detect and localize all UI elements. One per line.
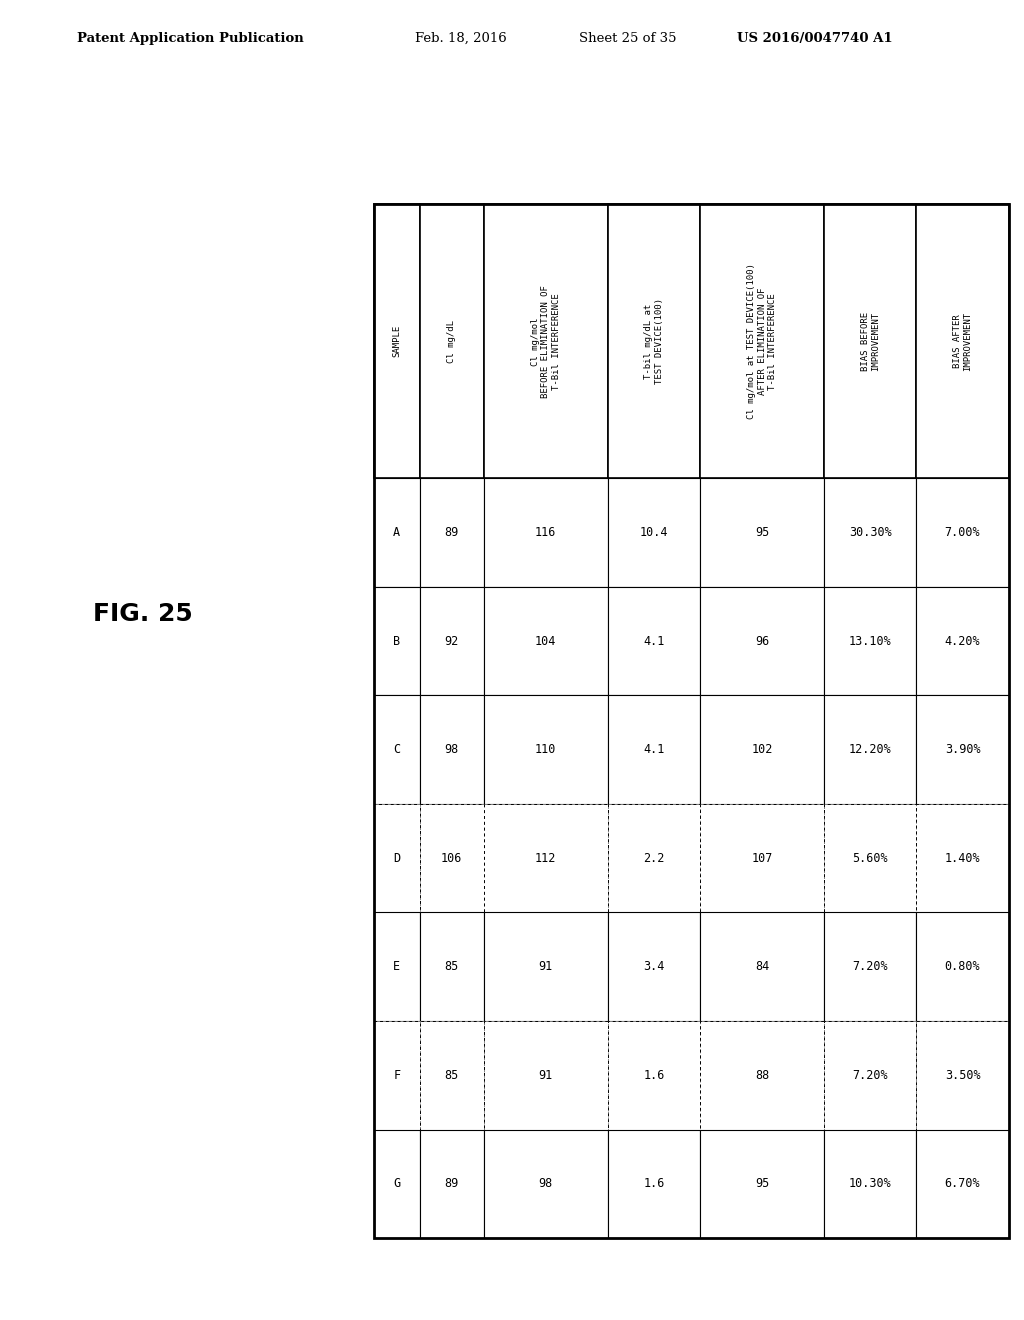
Bar — [700, 205, 824, 478]
Bar — [374, 1130, 420, 1238]
Text: 106: 106 — [441, 851, 463, 865]
Text: 95: 95 — [755, 1177, 769, 1191]
Text: 1.6: 1.6 — [643, 1069, 665, 1082]
Text: 98: 98 — [444, 743, 459, 756]
Text: 110: 110 — [536, 743, 556, 756]
Bar — [824, 696, 916, 804]
Bar — [483, 587, 608, 696]
Text: G: G — [393, 1177, 400, 1191]
Text: 5.60%: 5.60% — [853, 851, 888, 865]
Bar — [700, 696, 824, 804]
Text: F: F — [393, 1069, 400, 1082]
Text: 89: 89 — [444, 527, 459, 539]
Text: 12.20%: 12.20% — [849, 743, 892, 756]
Text: 2.2: 2.2 — [643, 851, 665, 865]
Bar — [700, 804, 824, 912]
Text: 116: 116 — [536, 527, 556, 539]
Bar — [916, 912, 1009, 1020]
Bar — [700, 1020, 824, 1130]
Bar — [608, 912, 700, 1020]
Bar — [916, 478, 1009, 587]
Text: B: B — [393, 635, 400, 648]
Text: 3.90%: 3.90% — [945, 743, 980, 756]
Bar — [608, 696, 700, 804]
Bar — [374, 804, 420, 912]
Bar — [420, 587, 483, 696]
Text: 89: 89 — [444, 1177, 459, 1191]
Text: Cl mg/dL: Cl mg/dL — [447, 319, 457, 363]
Text: 7.20%: 7.20% — [853, 1069, 888, 1082]
Text: C: C — [393, 743, 400, 756]
Bar — [824, 1020, 916, 1130]
Bar — [608, 205, 700, 478]
Text: Feb. 18, 2016: Feb. 18, 2016 — [415, 32, 507, 45]
Bar — [824, 587, 916, 696]
Text: 0.80%: 0.80% — [945, 960, 980, 973]
Bar — [374, 587, 420, 696]
Text: 3.50%: 3.50% — [945, 1069, 980, 1082]
Text: 91: 91 — [539, 960, 553, 973]
Text: T-bil mg/dL at
TEST DEVICE(100): T-bil mg/dL at TEST DEVICE(100) — [644, 298, 664, 384]
Text: 3.4: 3.4 — [643, 960, 665, 973]
Text: 92: 92 — [444, 635, 459, 648]
Bar — [374, 1020, 420, 1130]
Text: 10.30%: 10.30% — [849, 1177, 892, 1191]
Text: Patent Application Publication: Patent Application Publication — [77, 32, 303, 45]
Text: 102: 102 — [752, 743, 773, 756]
Bar — [608, 478, 700, 587]
Text: 7.00%: 7.00% — [945, 527, 980, 539]
Text: 85: 85 — [444, 960, 459, 973]
Bar — [420, 912, 483, 1020]
Bar — [374, 205, 1009, 1238]
Bar — [824, 205, 916, 478]
Bar — [608, 1130, 700, 1238]
Text: FIG. 25: FIG. 25 — [93, 602, 194, 626]
Bar — [700, 478, 824, 587]
Text: Cl mg/mol
BEFORE ELIMINATION OF
T-Bil INTERFERENCE: Cl mg/mol BEFORE ELIMINATION OF T-Bil IN… — [530, 285, 561, 397]
Text: 13.10%: 13.10% — [849, 635, 892, 648]
Bar — [374, 478, 420, 587]
Text: E: E — [393, 960, 400, 973]
Bar — [824, 912, 916, 1020]
Bar — [916, 587, 1009, 696]
Bar — [420, 696, 483, 804]
Bar — [700, 912, 824, 1020]
Text: 91: 91 — [539, 1069, 553, 1082]
Text: 85: 85 — [444, 1069, 459, 1082]
Text: 96: 96 — [755, 635, 769, 648]
Bar — [483, 696, 608, 804]
Bar — [824, 478, 916, 587]
Bar — [916, 1130, 1009, 1238]
Bar — [700, 587, 824, 696]
Text: Cl mg/mol at TEST DEVICE(100)
AFTER ELIMINATION OF
T-Bil INTERFERENCE: Cl mg/mol at TEST DEVICE(100) AFTER ELIM… — [748, 264, 777, 420]
Text: 30.30%: 30.30% — [849, 527, 892, 539]
Bar — [483, 1130, 608, 1238]
Bar — [916, 804, 1009, 912]
Bar — [483, 478, 608, 587]
Bar — [483, 1020, 608, 1130]
Text: 104: 104 — [536, 635, 556, 648]
Text: 84: 84 — [755, 960, 769, 973]
Text: BIAS AFTER
IMPROVEMENT: BIAS AFTER IMPROVEMENT — [952, 312, 972, 371]
Text: 98: 98 — [539, 1177, 553, 1191]
Text: 4.20%: 4.20% — [945, 635, 980, 648]
Bar — [420, 205, 483, 478]
Bar — [374, 205, 420, 478]
Bar — [824, 1130, 916, 1238]
Text: Sheet 25 of 35: Sheet 25 of 35 — [579, 32, 676, 45]
Text: 4.1: 4.1 — [643, 635, 665, 648]
Text: SAMPLE: SAMPLE — [392, 325, 401, 358]
Bar — [916, 696, 1009, 804]
Text: US 2016/0047740 A1: US 2016/0047740 A1 — [737, 32, 893, 45]
Text: 1.40%: 1.40% — [945, 851, 980, 865]
Text: A: A — [393, 527, 400, 539]
Text: 4.1: 4.1 — [643, 743, 665, 756]
Text: 112: 112 — [536, 851, 556, 865]
Bar — [483, 804, 608, 912]
Text: 6.70%: 6.70% — [945, 1177, 980, 1191]
Bar — [700, 1130, 824, 1238]
Text: 107: 107 — [752, 851, 773, 865]
Bar — [916, 1020, 1009, 1130]
Bar — [374, 696, 420, 804]
Text: 10.4: 10.4 — [640, 527, 669, 539]
